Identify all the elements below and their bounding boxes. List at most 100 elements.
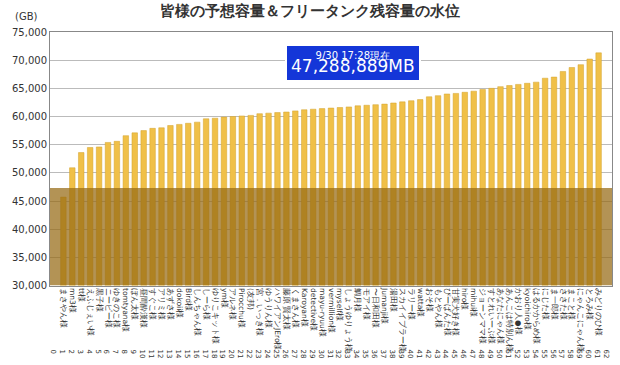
svg-text:鯛月様: 鯛月様 — [353, 288, 362, 312]
svg-text:9/30 17:28現在47,288,889MB: 9/30 17:28現在47,288,889MB — [291, 50, 415, 76]
svg-text:11: 11 — [147, 350, 155, 359]
svg-text:みどりのひ様: みどりのひ様 — [594, 288, 603, 336]
svg-text:vermillion様: vermillion様 — [327, 288, 336, 333]
svg-text:(友邦): (友邦) — [246, 288, 255, 310]
svg-text:宮．いっき様: 宮．いっき様 — [255, 288, 264, 336]
svg-text:54: 54 — [531, 350, 539, 359]
svg-text:9: 9 — [129, 350, 137, 354]
svg-text:36: 36 — [370, 350, 378, 359]
svg-text:Pirocchu様: Pirocchu様 — [237, 288, 246, 328]
svg-text:とろみ様: とろみ様 — [585, 288, 594, 320]
svg-text:アリミ様: アリミ様 — [157, 288, 166, 320]
svg-text:Jumanji様: Jumanji様 — [380, 287, 389, 324]
svg-text:16: 16 — [192, 350, 200, 359]
svg-text:62: 62 — [602, 350, 610, 359]
svg-text:60: 60 — [584, 350, 592, 359]
svg-text:33: 33 — [343, 350, 351, 359]
svg-text:47: 47 — [468, 350, 476, 359]
svg-text:55: 55 — [540, 350, 548, 359]
svg-text:55,000: 55,000 — [12, 139, 47, 150]
svg-text:あなたにゃん様: あなたにゃん様 — [496, 288, 505, 344]
svg-text:12: 12 — [156, 350, 164, 359]
svg-text:甘実犬好き様: 甘実犬好き様 — [451, 288, 460, 336]
svg-text:黒子様: 黒子様 — [95, 288, 104, 312]
svg-text:35,000: 35,000 — [12, 252, 47, 263]
svg-text:かおり人●様: かおり人●様 — [514, 288, 523, 335]
svg-text:湯田様: 湯田様 — [389, 288, 398, 312]
svg-text:detective様: detective様 — [309, 288, 318, 331]
svg-text:58: 58 — [566, 350, 574, 359]
svg-text:watta様: watta様 — [416, 288, 425, 317]
svg-text:すぐこ様: すぐこ様 — [148, 288, 157, 320]
svg-text:70,000: 70,000 — [12, 55, 47, 66]
svg-text:39: 39 — [397, 350, 405, 359]
svg-text:24: 24 — [263, 350, 271, 359]
svg-text:おそ様: おそ様 — [425, 288, 434, 312]
svg-text:34: 34 — [352, 350, 360, 359]
svg-text:〜日和田様: 〜日和田様 — [371, 288, 380, 328]
svg-text:dokoii様: dokoii様 — [175, 288, 184, 318]
svg-text:40,000: 40,000 — [12, 224, 47, 235]
svg-text:ぼん太様: ぼん太様 — [130, 288, 139, 320]
svg-text:30,000: 30,000 — [12, 280, 47, 291]
svg-text:14: 14 — [174, 350, 182, 359]
svg-text:53: 53 — [522, 350, 530, 359]
svg-text:57: 57 — [557, 350, 565, 359]
svg-text:37: 37 — [379, 350, 387, 359]
svg-text:1: 1 — [58, 350, 66, 354]
svg-text:45,000: 45,000 — [12, 196, 47, 207]
svg-text:18: 18 — [210, 350, 218, 359]
svg-text:52: 52 — [513, 350, 521, 359]
svg-text:mn3様: mn3様 — [68, 288, 77, 313]
svg-text:藤原 賢太様: 藤原 賢太様 — [282, 288, 291, 330]
svg-text:6: 6 — [102, 350, 110, 355]
svg-text:ゆきのこ様: ゆきのこ様 — [112, 288, 121, 328]
svg-text:27: 27 — [290, 350, 298, 359]
svg-text:にゃんこにゃん様: にゃんこにゃん様 — [576, 288, 585, 352]
svg-text:はるかからめ様: はるかからめ様 — [532, 288, 541, 344]
svg-text:昼間酔漢様: 昼間酔漢様 — [139, 288, 148, 328]
svg-text:51: 51 — [504, 350, 512, 359]
svg-text:皆様の予想容量＆フリータンク残容量の水位: 皆様の予想容量＆フリータンク残容量の水位 — [160, 2, 460, 20]
svg-text:しんちゃん様: しんちゃん様 — [193, 288, 202, 336]
svg-text:46: 46 — [459, 350, 467, 359]
svg-text:25: 25 — [272, 350, 280, 359]
svg-text:ゆりこキット様: ゆりこキット様 — [211, 288, 220, 344]
svg-text:38: 38 — [388, 350, 396, 359]
svg-text:5: 5 — [94, 350, 102, 354]
svg-text:19: 19 — [218, 350, 226, 359]
svg-text:35: 35 — [361, 350, 369, 359]
svg-text:ニーピー様: ニーピー様 — [104, 288, 113, 328]
svg-text:tomtyana様: tomtyana様 — [121, 288, 130, 332]
svg-text:ym様: ym様 — [220, 288, 229, 308]
svg-text:あんこは特別ん様: あんこは特別ん様 — [505, 288, 514, 352]
svg-text:アルネ様: アルネ様 — [228, 288, 237, 320]
svg-text:0: 0 — [49, 350, 57, 354]
svg-text:50: 50 — [495, 350, 503, 359]
svg-text:65,000: 65,000 — [12, 83, 47, 94]
svg-text:2: 2 — [67, 350, 75, 354]
svg-text:10: 10 — [138, 350, 146, 359]
svg-text:ラリー様: ラリー様 — [407, 288, 416, 320]
svg-text:59: 59 — [575, 350, 583, 359]
svg-text:26: 26 — [281, 350, 289, 359]
svg-text:32: 32 — [334, 350, 342, 359]
svg-text:まこと様: まこと様 — [567, 288, 576, 320]
svg-text:えふじぇい様: えふじぇい様 — [86, 288, 95, 336]
svg-text:31: 31 — [326, 350, 334, 359]
svg-text:(GB): (GB) — [15, 11, 38, 22]
svg-text:75,000: 75,000 — [12, 27, 47, 38]
svg-text:29: 29 — [308, 350, 316, 359]
svg-text:13: 13 — [165, 350, 173, 359]
svg-text:44: 44 — [441, 350, 449, 359]
svg-text:7: 7 — [111, 350, 119, 354]
svg-text:3: 3 — [76, 350, 84, 354]
svg-text:17: 17 — [201, 350, 209, 359]
svg-text:ま一郎様: ま一郎様 — [550, 288, 559, 320]
svg-text:21: 21 — [236, 350, 244, 359]
svg-text:50,000: 50,000 — [12, 167, 47, 178]
svg-text:56: 56 — [549, 350, 557, 359]
svg-text:15: 15 — [183, 350, 191, 359]
svg-text:45: 45 — [450, 350, 458, 359]
svg-text:myself様: myself様 — [335, 288, 344, 321]
